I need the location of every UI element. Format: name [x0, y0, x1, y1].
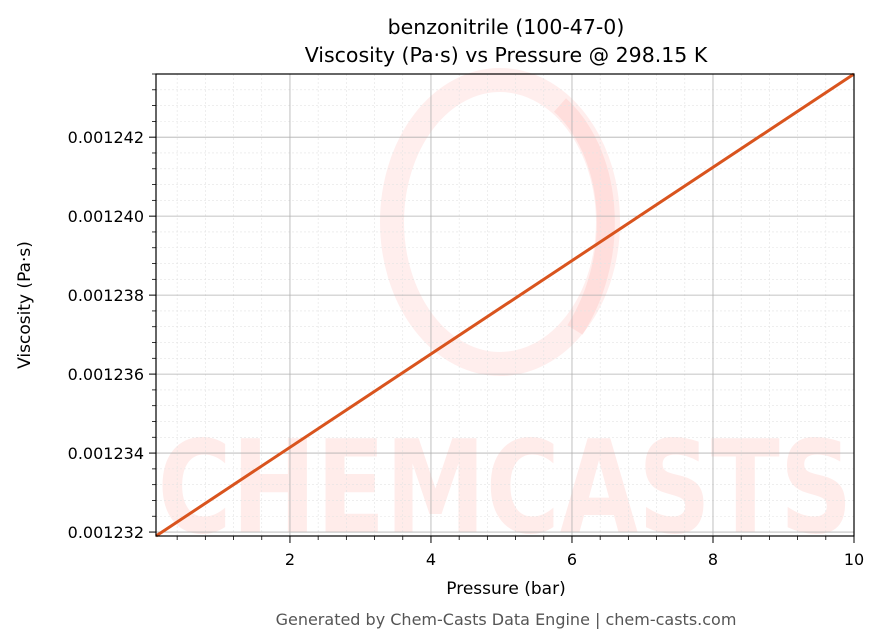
- y-tick-label: 0.001242: [68, 128, 144, 147]
- x-tick-label: 2: [285, 550, 295, 569]
- y-tick-label: 0.001234: [68, 444, 144, 463]
- series-line: [155, 72, 855, 538]
- minor-grid: [156, 73, 854, 536]
- watermark-text: CHEMCASTS: [158, 414, 853, 563]
- y-tick-label: 0.001232: [68, 523, 144, 542]
- series-layer: [155, 72, 855, 538]
- y-tick-label: 0.001238: [68, 286, 144, 305]
- watermark-swirl-icon: [380, 68, 620, 376]
- y-tick-label: 0.001240: [68, 207, 144, 226]
- y-axis-label: Viscosity (Pa·s): [15, 241, 35, 369]
- footer-credit: Generated by Chem-Casts Data Engine | ch…: [276, 610, 737, 629]
- chart-title: benzonitrile (100-47-0): [388, 15, 625, 39]
- x-tick-label: 10: [844, 550, 864, 569]
- x-axis-label: Pressure (bar): [446, 579, 565, 599]
- plot-frame: [155, 73, 855, 537]
- x-tick-label: 8: [708, 550, 718, 569]
- x-tick-label: 4: [426, 550, 436, 569]
- x-tick-label: 6: [567, 550, 577, 569]
- chart-subtitle: Viscosity (Pa·s) vs Pressure @ 298.15 K: [305, 43, 708, 67]
- y-tick-label: 0.001236: [68, 365, 144, 384]
- ticks: 2 4 6 8 10 0.001232 0.001234 0.001236 0.001238 0.…: [68, 73, 864, 569]
- watermark: CHEMCASTS: [158, 68, 853, 563]
